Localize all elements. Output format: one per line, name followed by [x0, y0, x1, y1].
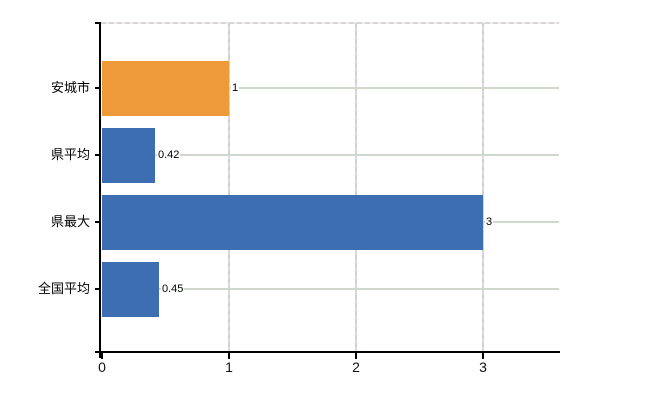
x-axis-tick [355, 353, 357, 359]
bar [102, 127, 155, 183]
x-axis-tick [482, 353, 484, 359]
x-axis-line [98, 351, 560, 353]
y-axis-tick [95, 87, 101, 89]
x-axis-tick [101, 353, 103, 359]
x-tick-label: 0 [98, 359, 106, 375]
bar-value-label: 3 [485, 215, 494, 229]
bar [102, 60, 229, 116]
bar [102, 261, 159, 317]
vertical-gridline [482, 23, 484, 352]
bar-value-label: 0.42 [157, 148, 181, 162]
bar-value-label: 0.45 [161, 282, 185, 296]
category-tick-label: 県最大 [50, 214, 90, 229]
y-axis-tick [95, 288, 101, 290]
vertical-gridline [355, 23, 357, 352]
bar-value-label: 1 [231, 81, 240, 95]
y-axis-tick [95, 154, 101, 156]
y-axis-tick [95, 221, 101, 223]
x-tick-label: 3 [479, 359, 487, 375]
plot-top-border [101, 22, 559, 24]
category-tick-label: 県平均 [50, 147, 90, 162]
vertical-gridline [228, 23, 230, 352]
y-axis-boundary-tick [95, 22, 101, 24]
category-tick-label: 全国平均 [37, 281, 90, 296]
horizontal-gridline [102, 288, 559, 290]
y-axis-boundary-tick [95, 351, 101, 353]
y-axis-line [99, 22, 101, 358]
x-tick-label: 1 [225, 359, 233, 375]
horizontal-gridline [102, 154, 559, 156]
bar [102, 194, 483, 250]
x-tick-label: 2 [352, 359, 360, 375]
x-axis-tick [228, 353, 230, 359]
horizontal-gridline [102, 87, 559, 89]
category-tick-label: 安城市 [50, 80, 90, 95]
